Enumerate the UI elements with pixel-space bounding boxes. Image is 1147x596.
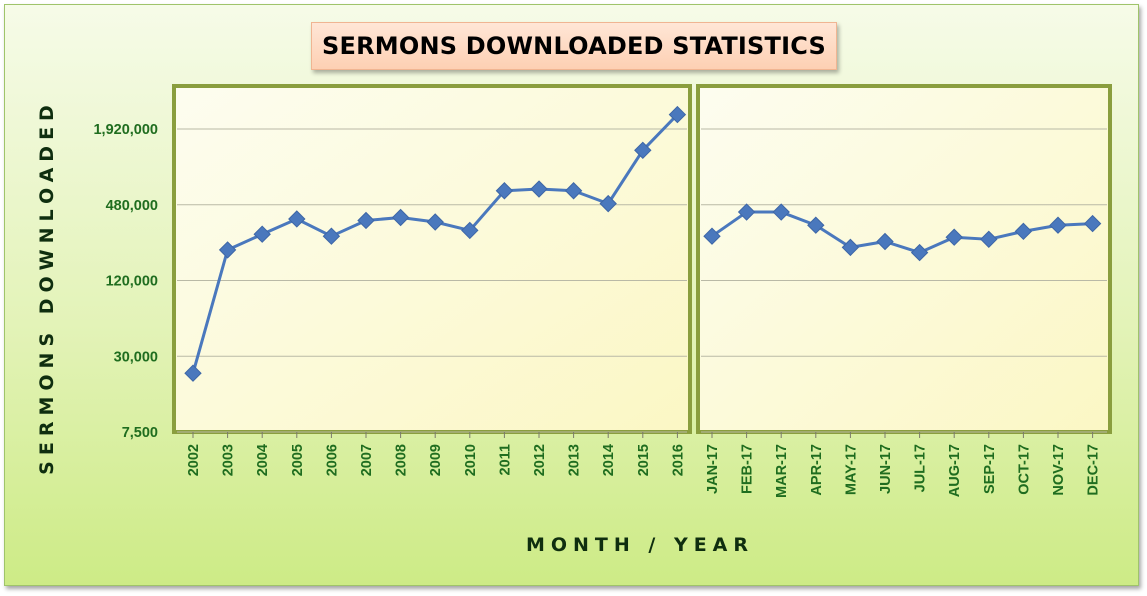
y-axis-ticks: 7,500 30,000 120,000 480,000 1,920,000 [93, 122, 158, 441]
gridlines [177, 128, 1107, 433]
data-point-marker [703, 227, 721, 245]
y-tick-label: 120,000 [106, 274, 158, 290]
data-point-marker [564, 182, 583, 200]
x-tick-label: 2014 [601, 444, 617, 476]
x-tick-label: 2011 [497, 444, 513, 475]
x-tick-label: AUG-17 [947, 444, 963, 497]
x-axis-title: MONTH / YEAR [526, 534, 754, 556]
data-point-marker [1083, 214, 1102, 233]
y-tick-label: 1,920,000 [93, 122, 158, 138]
data-points [184, 105, 1102, 382]
data-point-marker [910, 243, 929, 262]
y-tick-label: 480,000 [106, 198, 158, 214]
data-point-marker [980, 230, 998, 249]
x-tick-label: 2010 [463, 444, 479, 476]
data-point-marker [253, 225, 271, 243]
x-tick-label: APR-17 [809, 444, 825, 496]
x-tick-label: 2016 [670, 444, 686, 476]
y-tick-label: 30,000 [114, 349, 158, 365]
x-tick-label: 2003 [221, 444, 237, 476]
x-tick-label: 2009 [428, 444, 444, 476]
data-point-marker [1049, 216, 1067, 234]
plot-areas [172, 84, 1112, 434]
data-point-marker [841, 238, 860, 257]
data-point-marker [184, 364, 202, 382]
x-tick-label: 2013 [567, 444, 583, 476]
data-point-marker [461, 221, 479, 240]
data-point-marker [807, 216, 825, 234]
data-point-marker [737, 203, 756, 221]
data-point-marker [876, 232, 894, 251]
data-point-marker [288, 210, 306, 228]
data-point-marker [1014, 222, 1033, 241]
data-point-marker [945, 228, 963, 246]
x-tick-label: OCT-17 [1016, 444, 1032, 495]
x-tick-label: MAR-17 [774, 444, 790, 498]
data-point-marker [599, 194, 617, 213]
x-tick-label: 2006 [324, 444, 340, 476]
data-point-marker [391, 208, 410, 227]
x-tick-label: FEB-17 [740, 444, 756, 494]
data-point-marker [530, 180, 548, 198]
x-tick-label: JAN-17 [705, 444, 721, 494]
x-axis-ticks: 2002 2003 2004 2005 2006 2007 2008 2009 2010 2011… [186, 432, 1102, 498]
plot-area-yearly [172, 84, 692, 434]
chart-title: SERMONS DOWNLOADED STATISTICS [322, 32, 826, 60]
data-point-marker [322, 227, 341, 245]
data-point-marker [668, 105, 687, 124]
x-tick-label: DEC-17 [1086, 444, 1102, 496]
x-tick-label: JUL-17 [913, 444, 929, 492]
x-tick-label: JUN-17 [878, 444, 894, 494]
x-tick-label: MAY-17 [843, 444, 859, 495]
y-tick-label: 7,500 [122, 425, 158, 441]
y-axis-title: SERMONS DOWNLOADED [36, 99, 58, 475]
data-point-marker [357, 211, 375, 230]
x-tick-label: SEP-17 [982, 444, 998, 494]
chart-title-box: SERMONS DOWNLOADED STATISTICS [311, 22, 837, 70]
data-point-marker [218, 241, 237, 259]
data-point-marker [772, 203, 790, 221]
data-point-marker [495, 182, 514, 200]
x-tick-label: 2004 [255, 444, 271, 476]
x-tick-label: 2012 [532, 444, 548, 476]
plot-area-monthly-2017 [696, 84, 1112, 434]
x-tick-label: NOV-17 [1051, 444, 1067, 496]
x-tick-label: 2015 [636, 444, 652, 476]
data-point-marker [426, 213, 444, 231]
x-tick-label: 2008 [394, 444, 410, 476]
x-tick-label: 2007 [359, 444, 375, 476]
data-point-marker [634, 141, 652, 160]
x-tick-label: 2005 [290, 444, 306, 476]
x-tick-label: 2002 [186, 444, 202, 476]
